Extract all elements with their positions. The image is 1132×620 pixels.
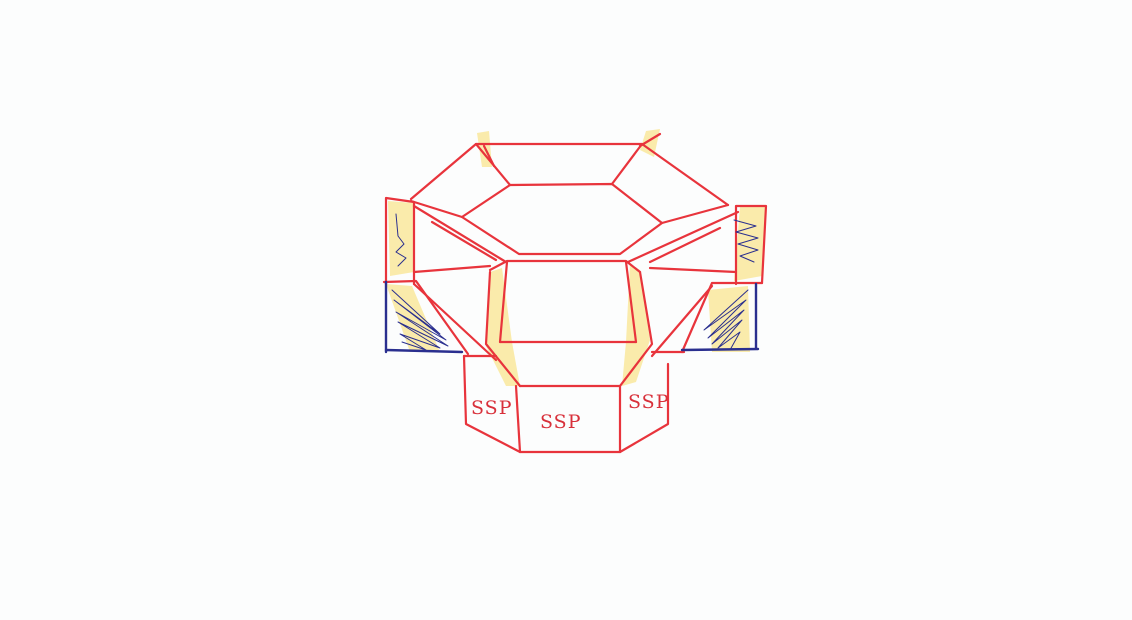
blue-shading xyxy=(384,213,760,354)
center-frame-top xyxy=(488,259,642,274)
right-inner-face xyxy=(648,226,722,264)
right-ground-line xyxy=(680,347,760,352)
ssp-labels: SSP SSP SSP xyxy=(471,391,669,433)
right-diagonal-deep xyxy=(650,284,714,358)
right-diagonal-upper xyxy=(626,210,740,264)
ssp-label-right: SSP xyxy=(628,391,669,413)
center-frame-left-post xyxy=(484,270,522,388)
rim-link-top-left xyxy=(474,142,512,187)
center-frame-right-inner xyxy=(624,260,638,344)
rim-link-right xyxy=(660,203,730,225)
left-inner-face xyxy=(430,220,498,262)
highlight-right-pillar-lower xyxy=(708,286,750,352)
left-pillar xyxy=(384,196,416,286)
ssp-label-center: SSP xyxy=(540,411,581,433)
highlight-right-pillar-upper xyxy=(734,206,766,281)
right-pillar xyxy=(734,204,768,286)
red-outlines xyxy=(382,132,768,454)
ssp-box-outline xyxy=(462,354,670,454)
center-frame-left-inner xyxy=(498,260,509,344)
center-frame-right-post xyxy=(618,270,654,388)
right-zigzag-hatch xyxy=(703,289,749,351)
highlight-left-pillar-lower xyxy=(386,284,440,352)
highlight-center-left-post xyxy=(486,268,520,386)
left-ground-line xyxy=(384,348,464,354)
ssp-label-left: SSP xyxy=(471,397,512,419)
left-zigzag-hatch xyxy=(391,289,449,351)
highlight-left-pillar-upper xyxy=(388,201,414,276)
left-diagonal-upper xyxy=(412,204,508,264)
ssp-box-divider-left xyxy=(514,384,522,454)
top-back-rim xyxy=(409,142,730,207)
right-pillar-base xyxy=(680,281,764,354)
rim-link-top-right xyxy=(610,142,644,186)
left-pillar-base xyxy=(382,279,470,356)
left-pillar-scribble xyxy=(395,213,407,267)
left-diagonal-lower xyxy=(412,264,492,274)
highlight-center-right-post xyxy=(622,264,650,386)
top-back-corner-right xyxy=(638,132,662,148)
right-pillar-scribble xyxy=(733,219,759,263)
right-diagonal-lower xyxy=(648,266,738,274)
rim-link-left xyxy=(409,199,464,219)
yellow-highlights xyxy=(386,129,766,386)
left-diagonal-deep xyxy=(412,282,498,362)
inner-hexagon xyxy=(460,182,664,256)
